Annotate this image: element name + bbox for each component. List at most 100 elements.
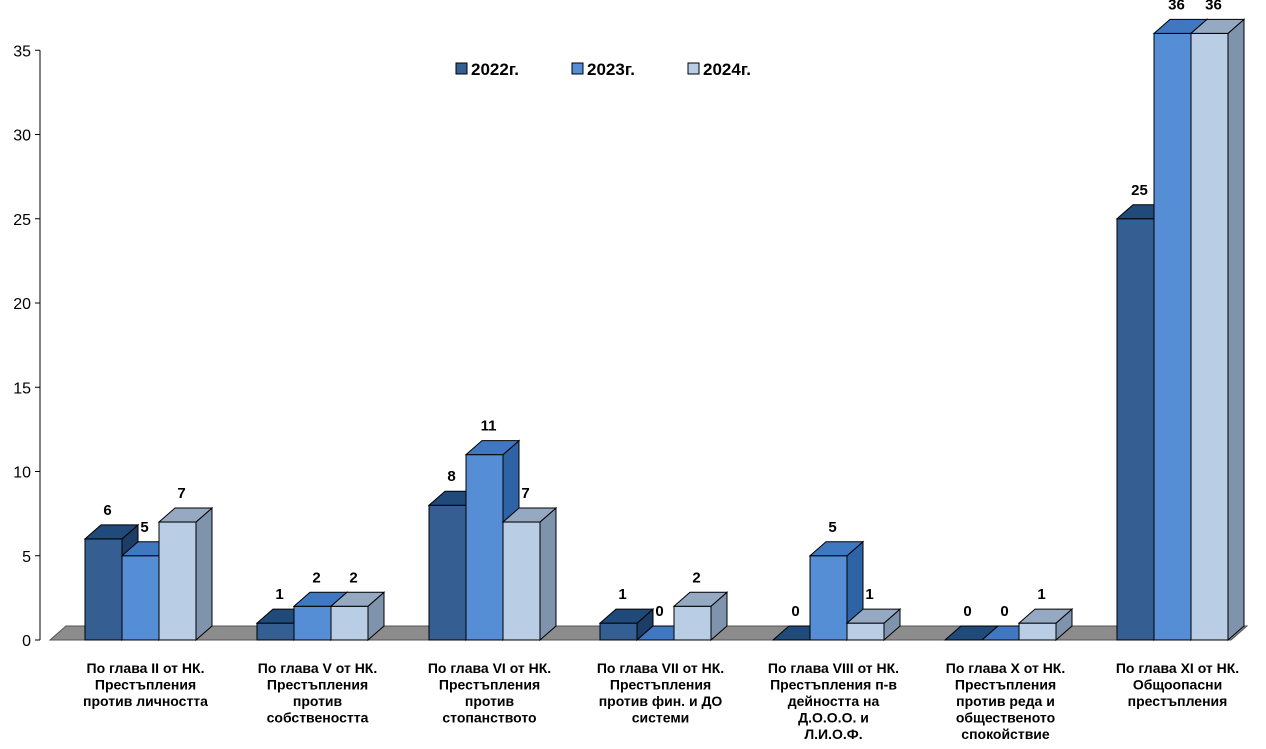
category-label-line: По глава X от НК. bbox=[946, 660, 1066, 676]
bar bbox=[672, 591, 729, 642]
category-label: По глава X от НК. Престъпления против реда… bbox=[946, 660, 1066, 742]
category-label-line: Престъпления bbox=[439, 677, 540, 693]
legend-label: 2023г. bbox=[587, 60, 635, 79]
legend-swatch bbox=[687, 62, 700, 75]
bar-top bbox=[83, 524, 140, 540]
data-label: 0 bbox=[655, 603, 663, 620]
category-label-line: По глава XI от НК. bbox=[1116, 660, 1239, 676]
legend-swatch bbox=[455, 62, 468, 75]
category-label-line: По глава VI от НК. bbox=[428, 660, 551, 676]
category-label-line: Престъпления bbox=[955, 677, 1056, 693]
data-label: 36 bbox=[1205, 0, 1222, 13]
bar bbox=[329, 591, 386, 642]
category-label-line: спокойствие bbox=[961, 726, 1050, 742]
category-label-line: По глава VII от НК. bbox=[597, 660, 724, 676]
bar-front bbox=[1190, 32, 1229, 641]
category-label: По глава V от НК. Престъпления против собст… bbox=[258, 660, 378, 726]
bar bbox=[598, 608, 655, 642]
data-label: 7 bbox=[177, 485, 185, 502]
y-tick-label: 5 bbox=[22, 549, 31, 566]
category-label: По глава VII от НК. Престъпления против фи… bbox=[597, 660, 724, 726]
bars bbox=[83, 18, 1246, 642]
legend: 2022г. 2023г. 2024г. bbox=[455, 60, 751, 79]
data-label: 1 bbox=[275, 586, 283, 603]
category-label-line: Общоопасни bbox=[1133, 677, 1222, 693]
category-label-line: против реда и bbox=[956, 693, 1055, 709]
y-tick-label: 10 bbox=[13, 465, 31, 482]
bar bbox=[157, 506, 214, 642]
bar-top bbox=[808, 541, 865, 557]
category-label-line: престъпления bbox=[1128, 693, 1228, 709]
bar bbox=[1017, 608, 1074, 642]
category-label-line: против личността bbox=[83, 693, 208, 709]
data-label: 1 bbox=[618, 586, 626, 603]
legend-swatch bbox=[571, 62, 584, 75]
data-label: 11 bbox=[481, 418, 497, 435]
data-label: 5 bbox=[140, 519, 148, 536]
bar-front bbox=[465, 454, 504, 641]
legend-label: 2024г. bbox=[703, 60, 751, 79]
data-label: 2 bbox=[692, 569, 700, 586]
category-label-line: против bbox=[465, 693, 515, 709]
category-label: По глава VIII от НК. Престъпления п-в дейн… bbox=[768, 660, 899, 742]
y-tick-label: 25 bbox=[13, 212, 31, 229]
bar-top bbox=[1189, 18, 1246, 34]
bar-front bbox=[599, 622, 638, 641]
bar-top bbox=[845, 608, 902, 624]
category-label-line: собствеността bbox=[267, 710, 369, 726]
category-label-line: стопанството bbox=[442, 710, 536, 726]
category-label-line: Престъпления bbox=[95, 677, 196, 693]
data-label: 2 bbox=[349, 569, 357, 586]
bar-top bbox=[157, 507, 214, 523]
bar-front bbox=[809, 555, 848, 641]
bar-side bbox=[1227, 18, 1245, 642]
category-label-line: Престъпления bbox=[267, 677, 368, 693]
bar-side bbox=[539, 506, 557, 642]
category-label-line: Престъпления п-в bbox=[770, 677, 897, 693]
category-label: По глава XI от НК. Общоопасни престъпления bbox=[1116, 660, 1239, 709]
category-label-line: против bbox=[293, 693, 343, 709]
y-tick-label: 20 bbox=[13, 296, 31, 313]
bar-top bbox=[464, 440, 521, 456]
category-label-line: против фин. и ДО bbox=[599, 693, 723, 709]
data-label: 6 bbox=[103, 502, 111, 519]
category-label-line: Л.И.О.Ф. bbox=[804, 726, 862, 742]
y-tick-label: 15 bbox=[13, 380, 31, 397]
bar-top bbox=[672, 591, 729, 607]
data-label: 2 bbox=[312, 569, 320, 586]
category-label-line: По глава V от НК. bbox=[258, 660, 378, 676]
y-tick-label: 30 bbox=[13, 128, 31, 145]
bar-front bbox=[84, 538, 123, 641]
bar-front bbox=[256, 622, 295, 641]
bar-front bbox=[158, 521, 197, 641]
bar-side bbox=[195, 506, 213, 642]
bar-front bbox=[1153, 32, 1192, 641]
category-label-line: дейността на bbox=[788, 693, 880, 709]
data-label: 8 bbox=[447, 468, 455, 485]
bar-front bbox=[121, 555, 160, 641]
bar-front bbox=[502, 521, 541, 641]
legend-item: 2022г. bbox=[455, 60, 519, 79]
category-label: По глава VI от НК. Престъпления против стоп… bbox=[428, 660, 551, 726]
legend-label: 2022г. bbox=[471, 60, 519, 79]
bar bbox=[1189, 18, 1246, 642]
data-label: 25 bbox=[1131, 182, 1148, 199]
bar-front bbox=[1018, 622, 1057, 641]
bar-top bbox=[598, 608, 655, 624]
bar-front bbox=[330, 605, 369, 641]
category-label: По глава II от НК. Престъпления против лич… bbox=[83, 660, 208, 709]
y-tick-label: 35 bbox=[13, 43, 31, 60]
data-label: 36 bbox=[1168, 0, 1185, 13]
bar-top bbox=[501, 507, 558, 523]
category-labels: По глава II от НК. Престъпления против лич… bbox=[83, 660, 1239, 742]
data-label: 0 bbox=[963, 603, 971, 620]
legend-item: 2023г. bbox=[571, 60, 635, 79]
y-axis: 0 5 10 15 20 25 30 35 bbox=[13, 43, 41, 650]
data-label: 7 bbox=[521, 485, 529, 502]
y-tick-label: 0 bbox=[22, 633, 31, 650]
bar-front bbox=[1116, 218, 1155, 641]
bar-top bbox=[1017, 608, 1074, 624]
bar-front bbox=[428, 504, 467, 641]
bar-front bbox=[846, 622, 885, 641]
